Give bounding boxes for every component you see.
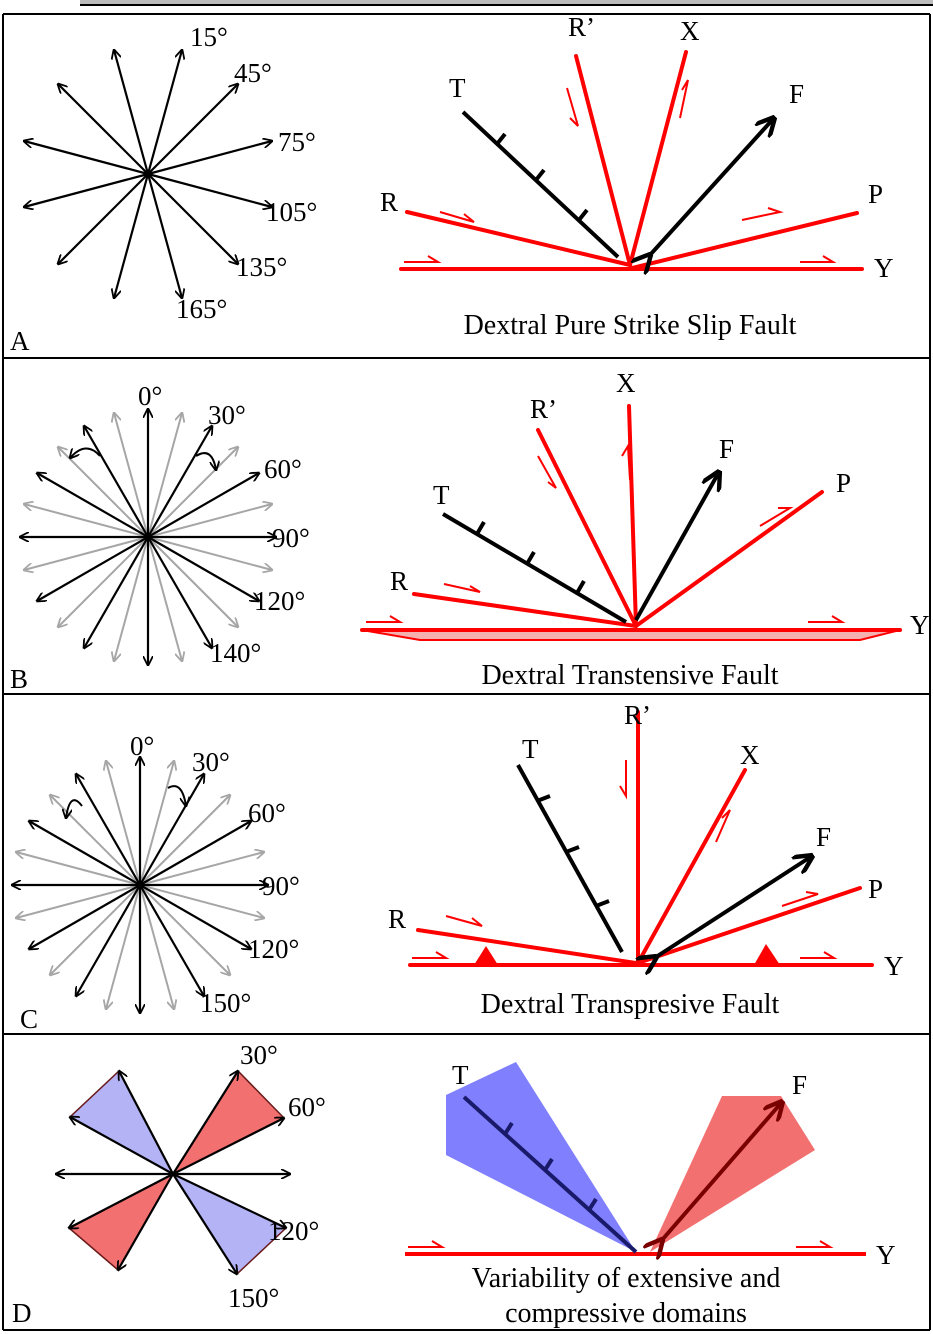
rose-label-45: 45°: [234, 58, 272, 88]
x-shear-line: [628, 50, 688, 267]
caption-c: Dextral Transpresive Fault: [481, 989, 780, 1020]
r-prime-shear-line: [574, 54, 632, 267]
rose-label-75: 75°: [278, 127, 316, 157]
extension-wedge-nw: [68, 1069, 175, 1176]
rose-diagram-b: [20, 409, 276, 665]
label-t: T: [522, 734, 539, 764]
t-fracture-line: [516, 764, 624, 953]
f-arrow: [656, 856, 812, 957]
rotation-arrows-c: [66, 785, 186, 818]
panel-a: 15° 45° 75° 105° 135° 165°: [10, 12, 894, 356]
rose-label-90: 90°: [272, 523, 310, 553]
label-f: F: [719, 434, 734, 464]
p-shear-line: [634, 490, 824, 628]
label-p: P: [836, 468, 851, 498]
label-f: F: [816, 822, 831, 852]
label-f: F: [789, 79, 804, 109]
label-y: Y: [876, 1240, 896, 1270]
t-fracture-line: [441, 512, 628, 624]
label-p: P: [868, 874, 883, 904]
compression-wedge-sw: [67, 1172, 175, 1272]
label-r: R: [380, 187, 398, 217]
compression-domain-wedge: [650, 1096, 815, 1252]
rose-label-90: 90°: [262, 871, 300, 901]
rose-label-60: 60°: [288, 1092, 326, 1122]
fault-sketch-b: T R’ X F R P Y: [360, 368, 930, 641]
rose-label-15: 15°: [190, 22, 228, 52]
r-prime-shear-line: [536, 428, 638, 628]
rose-label-120: 120°: [248, 934, 299, 964]
rose-diagram-a: [24, 50, 272, 298]
label-x: X: [680, 16, 700, 46]
r-shear-line: [405, 210, 632, 267]
rose-label-120: 120°: [254, 586, 305, 616]
t-ticks: [503, 1121, 598, 1212]
f-arrow: [650, 118, 774, 255]
rose-label-60: 60°: [248, 798, 286, 828]
f-arrow: [634, 472, 719, 621]
panel-letter-b: B: [10, 664, 28, 694]
label-y: Y: [874, 253, 894, 283]
label-t: T: [449, 73, 466, 103]
t-fracture-line: [462, 1095, 638, 1254]
label-y: Y: [884, 951, 904, 981]
frame: [2, 4, 933, 1331]
caption-a: Dextral Pure Strike Slip Fault: [464, 310, 797, 341]
rose-label-0: 0°: [130, 731, 154, 761]
label-r-prime: R’: [530, 394, 557, 424]
panel-letter-d: D: [12, 1298, 32, 1328]
panel-letter-c: C: [20, 1004, 38, 1034]
t-ticks: [536, 794, 610, 908]
rose-label-150: 150°: [228, 1283, 279, 1313]
rose-label-30: 30°: [240, 1040, 278, 1070]
fault-sketch-c: T R’ X F R P Y: [388, 700, 904, 981]
caption-d-line2: compressive domains: [505, 1298, 747, 1329]
caption-d-line1: Variability of extensive and: [472, 1263, 781, 1294]
f-arrow: [662, 1102, 782, 1240]
t-fracture-line: [461, 110, 620, 259]
rose-label-120: 120°: [268, 1216, 319, 1246]
label-x: X: [740, 740, 760, 770]
panel-letter-a: A: [10, 326, 30, 356]
rose-label-150: 150°: [200, 988, 251, 1018]
label-r: R: [390, 566, 408, 596]
rose-label-105: 105°: [266, 197, 317, 227]
extension-domain-wedge: [446, 1062, 636, 1252]
panel-d: 30° 60° 120° 150° T F Y Variability of e…: [12, 1040, 896, 1329]
t-ticks: [475, 520, 586, 595]
r-shear-line: [416, 928, 638, 965]
fault-sketch-d: T F Y: [405, 1060, 896, 1270]
fault-sketch-a: T R’ X F R P Y: [380, 12, 894, 283]
rose-diagram-c-gray: [16, 761, 264, 1009]
panel-b: 0° 30° 60° 90° 120° 140°: [10, 368, 930, 694]
x-shear-line: [627, 404, 638, 628]
rose-label-0: 0°: [138, 381, 162, 411]
rose-label-60: 60°: [264, 454, 302, 484]
label-f: F: [792, 1070, 807, 1100]
r-shear-line: [412, 592, 638, 628]
t-ticks: [495, 132, 589, 222]
panel-c: 0° 30° 60° 90° 120° 150°: [12, 700, 904, 1034]
label-y: Y: [910, 610, 930, 640]
rotation-arrows-b: [70, 447, 216, 470]
rose-label-30: 30°: [208, 400, 246, 430]
label-r: R: [388, 904, 406, 934]
rose-label-135: 135°: [236, 252, 287, 282]
label-t: T: [452, 1060, 469, 1090]
rose-label-140: 140°: [210, 638, 261, 668]
rose-diagram-b-gray: [24, 413, 272, 661]
label-x: X: [616, 368, 636, 398]
label-p: P: [868, 179, 883, 209]
rose-diagram-d: [56, 1071, 290, 1274]
label-r-prime: R’: [624, 700, 651, 730]
rose-label-30: 30°: [192, 747, 230, 777]
label-t: T: [433, 480, 450, 510]
rose-diagram-c: [12, 757, 268, 1013]
label-r-prime: R’: [568, 12, 595, 42]
rose-label-165: 165°: [176, 294, 227, 324]
caption-b: Dextral Transtensive Fault: [481, 660, 778, 691]
